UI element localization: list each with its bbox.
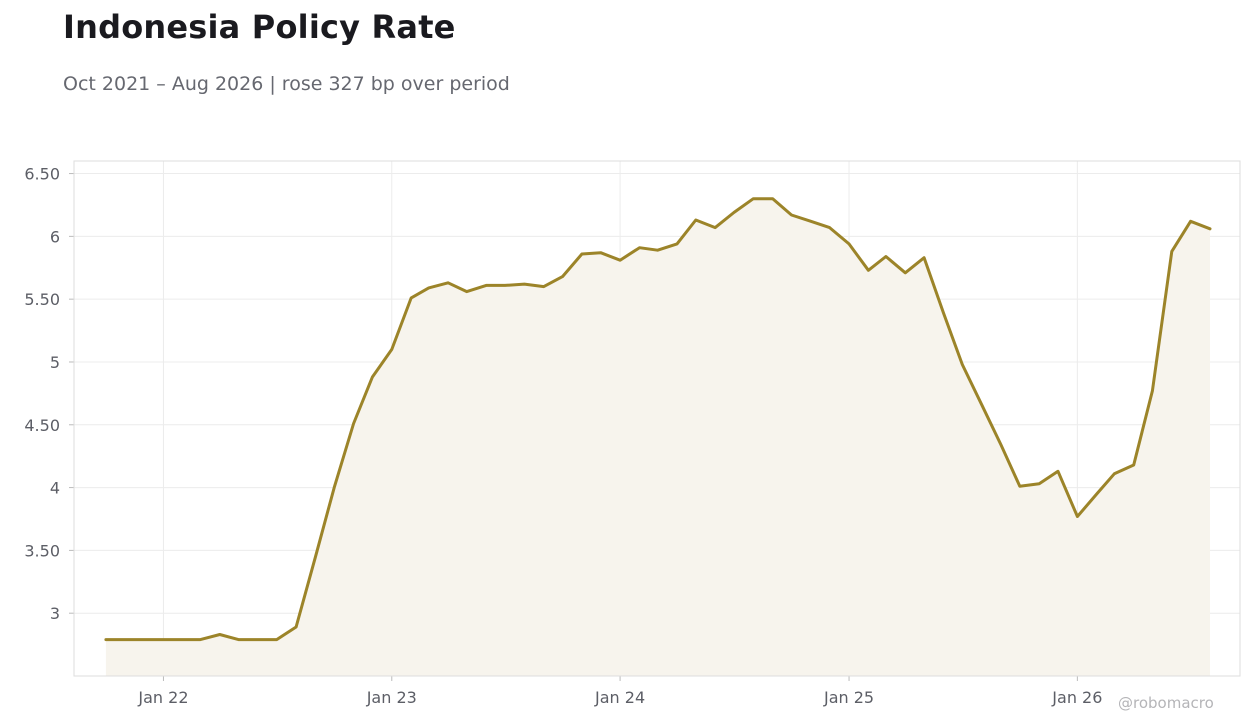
- x-axis-tick-labels: Jan 22 Jan 23 Jan 24 Jan 25 Jan 26: [137, 688, 1102, 707]
- y-tick-label: 4: [50, 479, 60, 498]
- plot-frame: [73, 160, 1241, 677]
- x-tick-label: Jan 25: [823, 688, 874, 707]
- chart-subtitle: Oct 2021 – Aug 2026 | rose 327 bp over p…: [63, 73, 510, 95]
- series-line: [104, 197, 1212, 642]
- series-area-fill: [105, 198, 1210, 676]
- y-tick-label: 5.50: [24, 290, 60, 309]
- y-tick-label: 6: [50, 227, 60, 246]
- y-axis-tick-labels: 3 3.50 4 4.50 5 5.50 6 6.50: [24, 165, 60, 624]
- x-tick-label: Jan 24: [594, 688, 645, 707]
- y-tick-label: 5: [50, 353, 60, 372]
- y-tick-label: 6.50: [24, 165, 60, 184]
- x-tick-label: Jan 23: [366, 688, 417, 707]
- y-tick-label: 3.50: [24, 541, 60, 560]
- y-tick-label: 4.50: [24, 416, 60, 435]
- y-tick-label: 3: [50, 604, 60, 623]
- watermark: @robomacro: [1118, 694, 1214, 712]
- chart-title: Indonesia Policy Rate: [63, 8, 456, 46]
- x-tick-label: Jan 22: [137, 688, 188, 707]
- x-tick-label: Jan 26: [1051, 688, 1102, 707]
